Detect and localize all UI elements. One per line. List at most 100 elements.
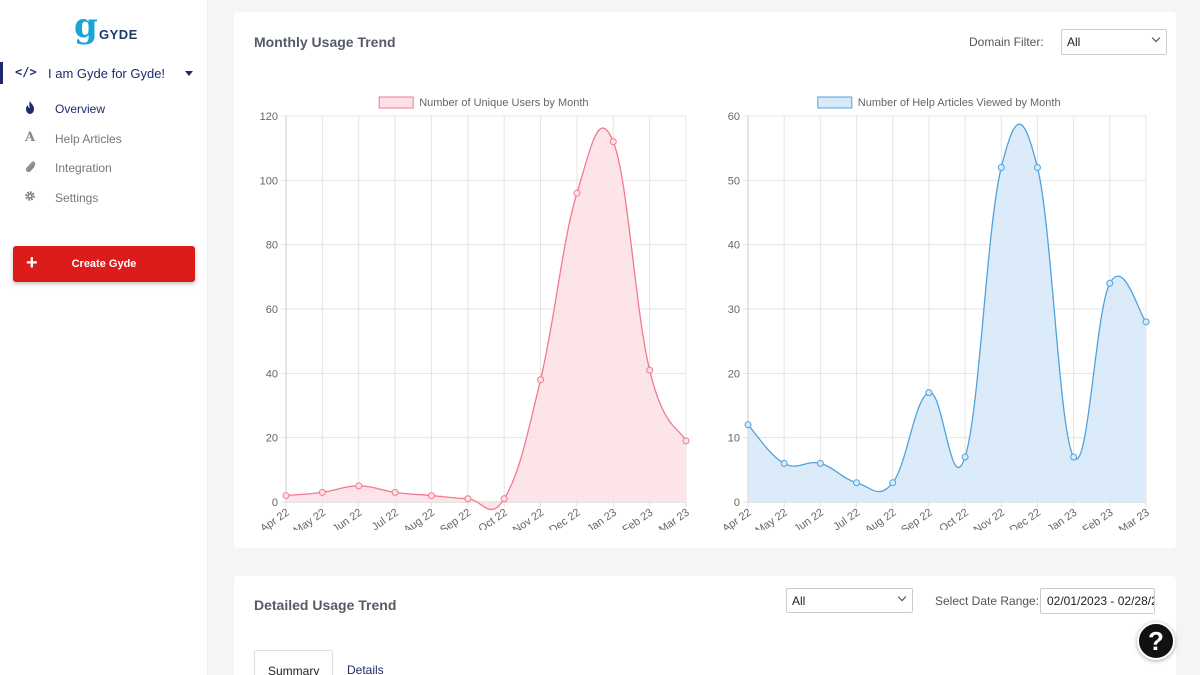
- x-tick-label: Jan 23: [585, 507, 619, 530]
- sidebar-item-label: Settings: [55, 191, 99, 205]
- x-tick-label: Aug 22: [863, 507, 898, 530]
- y-tick-label: 20: [266, 433, 278, 445]
- create-gyde-button[interactable]: + Create Gyde: [13, 246, 195, 282]
- y-tick-label: 10: [728, 433, 740, 445]
- data-point: [925, 389, 933, 397]
- logo-g-mark: g: [74, 6, 98, 46]
- data-point: [744, 421, 752, 429]
- font-icon: A: [24, 130, 36, 145]
- detailed-usage-card: Detailed Usage Trend All Select Date Ran…: [234, 576, 1176, 675]
- data-point: [573, 189, 581, 197]
- data-point: [1033, 163, 1041, 171]
- help-articles-chart: 0 10 20 30 40 50 60 Apr 22 May 22 Jun 22 Jul 22 Aug…: [720, 96, 1152, 530]
- plus-icon: +: [26, 252, 38, 274]
- detailed-usage-title: Detailed Usage Trend: [254, 597, 397, 613]
- gyde-logo[interactable]: g GYDE: [74, 9, 144, 45]
- x-tick-label: Jan 23: [1045, 507, 1079, 530]
- y-tick-label: 40: [266, 368, 278, 380]
- fire-icon: [24, 101, 36, 117]
- y-tick-label: 0: [734, 497, 740, 509]
- x-tick-label: Aug 22: [402, 507, 437, 530]
- x-tick-label: Feb 23: [1081, 507, 1116, 530]
- legend-label: Number of Help Articles Viewed by Month: [858, 97, 1061, 109]
- series-area: [286, 128, 686, 510]
- caret-down-icon: [185, 71, 193, 76]
- x-tick-label: Jul 22: [831, 507, 862, 530]
- project-selector[interactable]: </> I am Gyde for Gyde!: [0, 62, 208, 86]
- sidebar-item-integration[interactable]: Integration: [0, 157, 208, 181]
- data-point: [1070, 453, 1078, 461]
- sidebar-item-label: Help Articles: [55, 132, 122, 146]
- series-area: [748, 124, 1146, 503]
- x-tick-label: Jun 22: [331, 507, 365, 530]
- tab-details[interactable]: Details: [347, 663, 384, 675]
- data-point: [961, 453, 969, 461]
- x-tick-label: Nov 22: [511, 507, 546, 530]
- date-range-input[interactable]: 02/01/2023 - 02/28/2023: [1040, 588, 1155, 614]
- x-tick-label: Oct 22: [937, 507, 970, 530]
- domain-filter-select[interactable]: All: [1061, 29, 1167, 55]
- y-tick-label: 0: [272, 497, 278, 509]
- data-point: [427, 492, 435, 500]
- code-icon: </>: [15, 65, 37, 79]
- legend-swatch: [817, 96, 853, 109]
- x-tick-label: Apr 22: [258, 507, 291, 530]
- data-point: [853, 479, 861, 487]
- y-tick-label: 50: [728, 175, 740, 187]
- data-point: [318, 488, 326, 496]
- data-point: [537, 376, 545, 384]
- x-tick-label: Sep 22: [438, 507, 473, 530]
- data-point: [780, 459, 788, 467]
- data-point: [816, 459, 824, 467]
- x-tick-label: Jul 22: [370, 507, 401, 530]
- data-point: [282, 492, 290, 500]
- x-tick-label: May 22: [753, 507, 789, 530]
- help-button[interactable]: ?: [1137, 622, 1175, 660]
- x-tick-label: Feb 23: [620, 507, 655, 530]
- x-tick-label: Mar 23: [657, 507, 692, 530]
- x-tick-label: May 22: [292, 507, 328, 530]
- x-tick-label: Mar 23: [1117, 507, 1152, 530]
- legend-label: Number of Unique Users by Month: [419, 97, 588, 109]
- y-tick-label: 60: [728, 111, 740, 123]
- x-tick-label: Oct 22: [476, 507, 509, 530]
- x-tick-label: Apr 22: [720, 507, 753, 530]
- gear-icon: [24, 190, 36, 206]
- sidebar-item-settings[interactable]: Settings: [0, 187, 208, 211]
- sidebar-item-label: Integration: [55, 161, 112, 175]
- x-tick-label: Dec 22: [547, 507, 582, 530]
- project-name: I am Gyde for Gyde!: [48, 66, 166, 81]
- y-tick-label: 30: [728, 304, 740, 316]
- sidebar-item-overview[interactable]: Overview: [0, 98, 208, 122]
- y-tick-label: 40: [728, 240, 740, 252]
- date-range-label: Select Date Range:: [935, 594, 1040, 608]
- tab-summary[interactable]: Summary: [254, 650, 334, 675]
- data-point: [391, 488, 399, 496]
- active-indicator: [0, 62, 3, 84]
- data-point: [355, 482, 363, 490]
- y-tick-label: 80: [266, 240, 278, 252]
- data-point: [464, 495, 472, 503]
- create-gyde-label: Create Gyde: [71, 258, 137, 270]
- paperclip-icon: [24, 160, 36, 176]
- series-line: [285, 127, 687, 511]
- data-point: [1142, 318, 1150, 326]
- y-tick-label: 20: [728, 368, 740, 380]
- chevron-down-icon: [1151, 33, 1161, 43]
- data-point: [682, 437, 690, 445]
- chevron-down-icon: [897, 592, 907, 602]
- data-point: [609, 138, 617, 146]
- data-point: [889, 479, 897, 487]
- data-point: [997, 163, 1005, 171]
- detailed-domain-select[interactable]: All: [786, 588, 913, 613]
- domain-filter-label: Domain Filter:: [969, 35, 1044, 49]
- data-point: [646, 366, 654, 374]
- x-tick-label: Jun 22: [792, 507, 826, 530]
- sidebar-item-help-articles[interactable]: A Help Articles: [0, 128, 208, 152]
- sidebar-item-label: Overview: [55, 102, 106, 116]
- legend-swatch: [378, 96, 414, 109]
- x-tick-label: Sep 22: [899, 507, 934, 530]
- monthly-usage-title: Monthly Usage Trend: [254, 34, 396, 50]
- x-tick-label: Dec 22: [1008, 507, 1043, 530]
- series-line: [747, 123, 1147, 493]
